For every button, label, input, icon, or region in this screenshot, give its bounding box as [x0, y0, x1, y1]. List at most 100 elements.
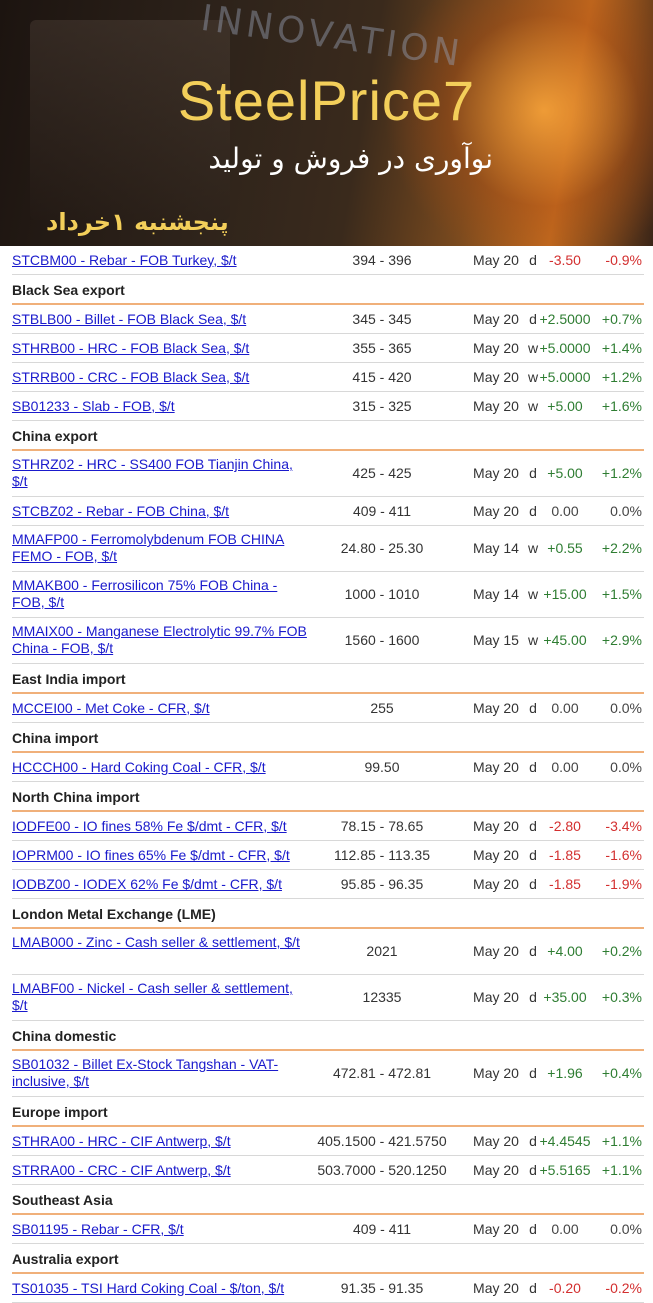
price-range: 355 - 365: [352, 339, 412, 356]
price-date: May 20: [473, 465, 519, 481]
price-frequency: d: [529, 699, 537, 716]
price-date: May 20: [473, 502, 519, 519]
instrument-link[interactable]: MMAKB00 - Ferrosilicon 75% FOB China - F…: [12, 577, 278, 610]
price-date: May 20: [473, 989, 519, 1005]
instrument-link[interactable]: IOPRM00 - IO fines 65% Fe $/dmt - CFR, $…: [12, 846, 290, 863]
price-range: 12335: [362, 989, 402, 1005]
instrument-link[interactable]: IODFE00 - IO fines 58% Fe $/dmt - CFR, $…: [12, 817, 287, 834]
price-date: May 20: [473, 1065, 519, 1081]
price-change: +5.0000: [539, 339, 591, 356]
price-range: 472.81 - 472.81: [332, 1065, 432, 1081]
section-title: North China import: [12, 789, 140, 805]
section-title: East India import: [12, 671, 126, 687]
price-date: May 15: [473, 632, 519, 648]
price-change: +15.00: [543, 586, 587, 602]
price-change-percent: +1.1%: [601, 1132, 642, 1149]
section-header: Australia export: [12, 1244, 644, 1274]
price-frequency: w: [527, 339, 539, 356]
price-change-percent: 0.0%: [610, 1220, 642, 1237]
instrument-link[interactable]: STCBM00 - Rebar - FOB Turkey, $/t: [12, 251, 237, 268]
price-frequency: d: [529, 1065, 537, 1081]
section-header: London Metal Exchange (LME): [12, 899, 644, 929]
price-row: STBLB00 - Billet - FOB Black Sea, $/t 345…: [12, 305, 644, 334]
instrument-link[interactable]: STHRB00 - HRC - FOB Black Sea, $/t: [12, 339, 250, 356]
price-date: May 20: [473, 1161, 519, 1178]
price-row: IODFE00 - IO fines 58% Fe $/dmt - CFR, $…: [12, 812, 644, 841]
section-header: East India import: [12, 664, 644, 694]
price-change: +35.00: [543, 989, 587, 1005]
price-date: May 20: [473, 758, 519, 775]
price-row: STHRZ02 - HRC - SS400 FOB Tianjin China,…: [12, 451, 644, 497]
furnace-glow: [380, 0, 653, 246]
price-date: May 20: [473, 817, 519, 834]
price-range: 24.80 - 25.30: [340, 540, 424, 556]
price-change-percent: +1.2%: [601, 368, 642, 385]
price-date: May 20: [473, 1220, 519, 1237]
price-change-percent: +1.4%: [601, 339, 642, 356]
price-frequency: w: [527, 586, 539, 602]
price-range: 78.15 - 78.65: [340, 817, 424, 834]
instrument-link[interactable]: LMABF00 - Nickel - Cash seller & settlem…: [12, 980, 293, 1013]
instrument-link[interactable]: TS01035 - TSI Hard Coking Coal - $/ton, …: [12, 1279, 285, 1296]
price-change: +5.00: [547, 465, 583, 481]
price-frequency: d: [529, 817, 537, 834]
instrument-link[interactable]: SB01195 - Rebar - CFR, $/t: [12, 1220, 184, 1237]
price-change-percent: -1.6%: [605, 846, 642, 863]
price-row: STCBM00 - Rebar - FOB Turkey, $/t 394 - 3…: [12, 246, 644, 275]
brand-tagline: نوآوری در فروش و تولید: [208, 142, 493, 175]
instrument-link[interactable]: HCCCH00 - Hard Coking Coal - CFR, $/t: [12, 758, 266, 775]
price-range: 1560 - 1600: [344, 632, 420, 648]
price-change-percent: -0.2%: [605, 1279, 642, 1296]
price-date: May 20: [473, 397, 519, 414]
price-change: +4.00: [547, 943, 583, 959]
price-row: STCBZ02 - Rebar - FOB China, $/t 409 - 41…: [12, 497, 644, 526]
section-header: China domestic: [12, 1021, 644, 1051]
instrument-link[interactable]: STRRA00 - CRC - CIF Antwerp, $/t: [12, 1161, 231, 1178]
price-range: 503.7000 - 520.1250: [317, 1161, 447, 1178]
price-change-percent: -1.9%: [605, 875, 642, 892]
price-change: 0.00: [551, 699, 579, 716]
section-title: Australia export: [12, 1251, 119, 1267]
instrument-link[interactable]: MMAIX00 - Manganese Electrolytic 99.7% F…: [12, 623, 307, 656]
price-change-percent: +2.2%: [601, 540, 642, 556]
price-date: May 20: [473, 846, 519, 863]
price-range: 394 - 396: [352, 251, 412, 268]
price-row: MMAIX00 - Manganese Electrolytic 99.7% F…: [12, 618, 644, 664]
price-frequency: d: [529, 846, 537, 863]
price-row: HCCCH00 - Hard Coking Coal - CFR, $/t 99.…: [12, 753, 644, 782]
instrument-link[interactable]: IODBZ00 - IODEX 62% Fe $/dmt - CFR, $/t: [12, 875, 282, 892]
section-title: Europe import: [12, 1104, 108, 1120]
price-row: LMAB000 - Zinc - Cash seller & settlemen…: [12, 929, 644, 975]
section-title: London Metal Exchange (LME): [12, 906, 216, 922]
instrument-link[interactable]: MCCEI00 - Met Coke - CFR, $/t: [12, 699, 210, 716]
price-frequency: w: [527, 397, 539, 414]
section-title: Southeast Asia: [12, 1192, 113, 1208]
instrument-link[interactable]: STBLB00 - Billet - FOB Black Sea, $/t: [12, 310, 247, 327]
price-frequency: d: [529, 310, 537, 327]
price-change-percent: +1.5%: [601, 586, 642, 602]
instrument-link[interactable]: LMAB000 - Zinc - Cash seller & settlemen…: [12, 934, 300, 950]
price-change-percent: +1.6%: [601, 397, 642, 414]
price-frequency: d: [529, 1220, 537, 1237]
instrument-link[interactable]: STRRB00 - CRC - FOB Black Sea, $/t: [12, 368, 250, 385]
price-change: +2.5000: [539, 310, 591, 327]
price-date: May 14: [473, 586, 519, 602]
price-change: -1.85: [549, 875, 581, 892]
price-change-percent: +0.7%: [601, 310, 642, 327]
instrument-link[interactable]: STHRZ02 - HRC - SS400 FOB Tianjin China,…: [12, 456, 293, 489]
price-change-percent: 0.0%: [610, 502, 642, 519]
price-range: 91.35 - 91.35: [340, 1279, 424, 1296]
instrument-link[interactable]: MMAFP00 - Ferromolybdenum FOB CHINA FEMO…: [12, 531, 285, 564]
brand-title: SteelPrice7: [177, 69, 476, 132]
section-title: Black Sea export: [12, 282, 125, 298]
section-header: China import: [12, 723, 644, 753]
instrument-link[interactable]: SB01233 - Slab - FOB, $/t: [12, 397, 175, 414]
price-range: 409 - 411: [352, 1220, 412, 1237]
price-row: MMAFP00 - Ferromolybdenum FOB CHINA FEMO…: [12, 526, 644, 572]
instrument-link[interactable]: STHRA00 - HRC - CIF Antwerp, $/t: [12, 1132, 231, 1149]
instrument-link[interactable]: STCBZ02 - Rebar - FOB China, $/t: [12, 502, 230, 519]
price-frequency: d: [529, 1132, 537, 1149]
price-row: STRRB00 - CRC - FOB Black Sea, $/t 415 - …: [12, 363, 644, 392]
price-row: SB01233 - Slab - FOB, $/t 315 - 325 May 20…: [12, 392, 644, 421]
instrument-link[interactable]: SB01032 - Billet Ex-Stock Tangshan - VAT…: [12, 1056, 279, 1089]
